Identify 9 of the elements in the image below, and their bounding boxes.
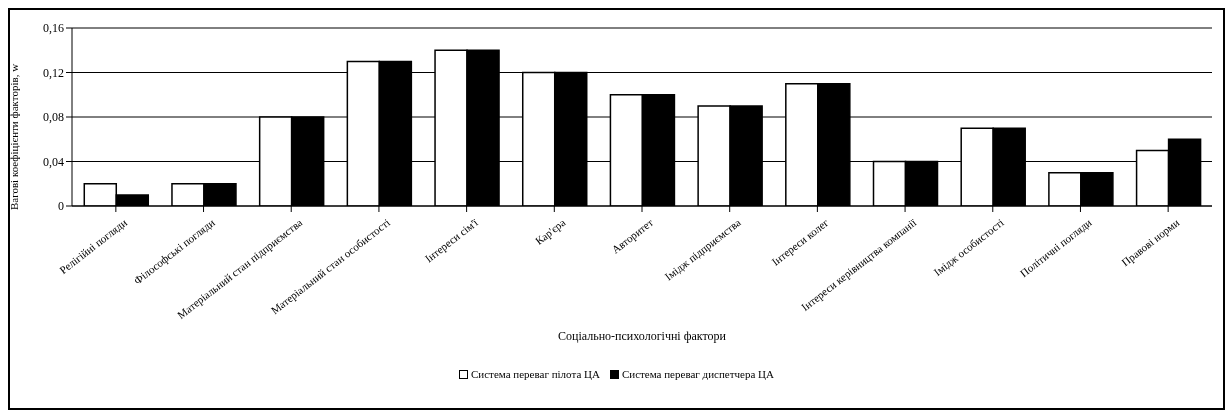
- x-axis-title: Соціально-психологічні фактори: [558, 329, 727, 343]
- y-tick-label: 0,12: [43, 65, 64, 80]
- y-tick-label: 0: [58, 199, 64, 214]
- y-tick-label: 0,16: [43, 21, 64, 36]
- y-tick-label: 0,08: [43, 110, 64, 125]
- y-axis-title: Вагові коефіцієнти факторів, w: [7, 63, 20, 211]
- y-tick-label: 0,04: [43, 154, 64, 169]
- legend-label: Система переваг пілота ЦА: [471, 368, 600, 380]
- legend-label: Система переваг диспетчера ЦА: [621, 368, 774, 380]
